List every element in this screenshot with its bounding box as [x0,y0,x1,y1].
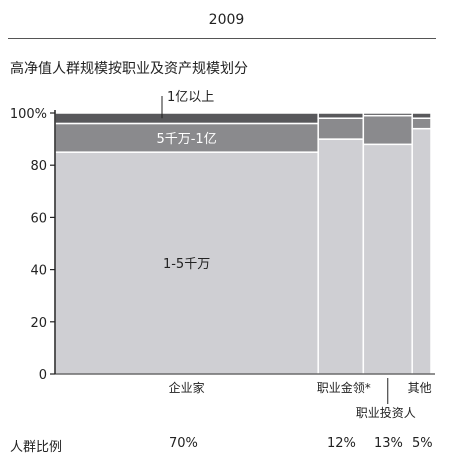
segment-1-col-4 [411,127,432,375]
segment-label-2: 5千万-1亿 [156,132,216,147]
segment-label-3: 1亿以上 [167,90,214,105]
segment-2-col-4 [411,117,432,130]
category-label-4: 其他 [408,381,432,395]
y-tick-label-3: 60 [30,211,47,226]
segment-1-col-3 [362,143,413,375]
y-tick-label-0: 0 [39,368,47,383]
y-tick-label-1: 20 [30,316,47,331]
category-label-2: 职业金领* [317,380,371,395]
category-label-1: 企业家 [169,380,205,395]
share-row-label: 人群比例 [10,440,63,455]
share-value-1: 70% [169,436,198,451]
segment-3-col-3 [362,112,413,117]
segment-3-col-2 [317,112,365,119]
y-tick-label-4: 80 [30,159,47,174]
chart-year: 2009 [208,12,245,28]
segment-label-1: 1-5千万 [163,257,210,272]
y-tick-label-5: 100% [10,107,47,122]
segment-1-col-2 [317,138,365,375]
y-tick-label-2: 40 [30,264,47,279]
share-value-3: 13% [374,436,403,451]
title-divider [8,38,436,39]
segment-3-col-1 [54,112,319,125]
share-value-4: 5% [412,436,433,451]
category-label-3: 职业投资人 [356,405,416,420]
segment-3-col-4 [411,112,432,119]
y-axis: 0 20 40 60 80 100% [10,107,435,383]
chart-subtitle: 高净值人群规模按职业及资产规模划分 [10,61,248,77]
share-value-2: 12% [327,436,356,451]
bars-layer [54,112,432,375]
segment-2-col-2 [317,117,365,140]
segment-1-col-1 [54,151,319,375]
segment-2-col-3 [362,114,413,146]
